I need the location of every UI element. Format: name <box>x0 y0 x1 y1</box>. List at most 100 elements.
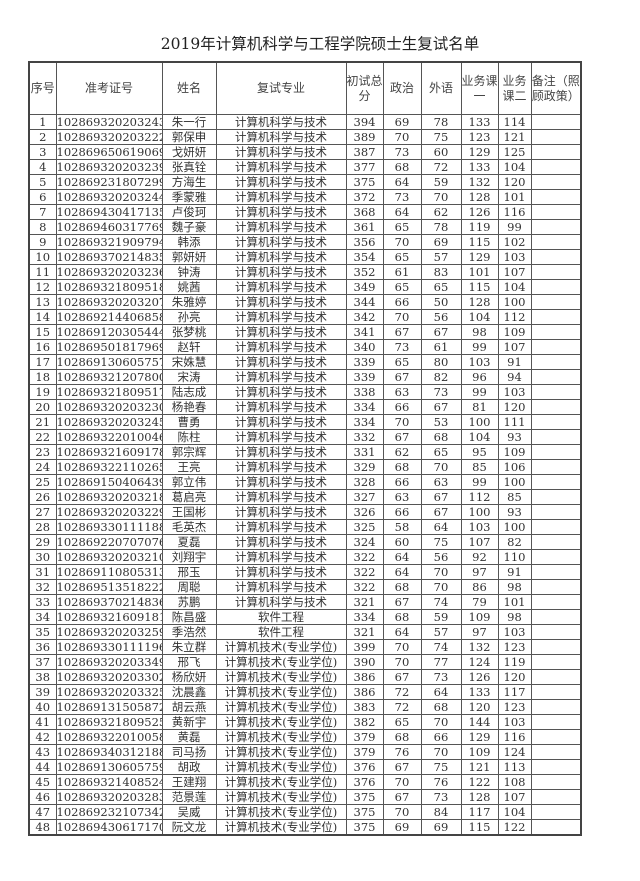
cell-total-score: 325 <box>345 519 384 535</box>
cell-total-score: 342 <box>345 309 384 325</box>
cell-major: 计算机科学与技术 <box>215 144 347 160</box>
cell-course-1: 132 <box>460 174 499 190</box>
cell-politics: 67 <box>382 759 422 775</box>
cell-course-2: 103 <box>497 624 532 640</box>
cell-major: 计算机科学与技术 <box>215 129 347 145</box>
table-row: 43 102869340312188 司马扬 计算机技术(专业学位) 379 76 70 10… <box>28 744 582 760</box>
cell-exam-id: 102869321207800 <box>55 369 163 385</box>
table-row: 31 102869110805313 邢玉 计算机科学与技术 322 64 70 97 91 <box>28 564 582 580</box>
cell-total-score: 375 <box>345 804 384 820</box>
cell-seq: 27 <box>28 504 57 520</box>
cell-seq: 35 <box>28 624 57 640</box>
cell-total-score: 334 <box>345 414 384 430</box>
cell-seq: 23 <box>28 444 57 460</box>
cell-name: 王国彬 <box>161 504 217 520</box>
cell-course-1: 101 <box>460 264 499 280</box>
cell-language: 63 <box>420 474 462 490</box>
cell-seq: 37 <box>28 654 57 670</box>
cell-seq: 16 <box>28 339 57 355</box>
table-row: 35 102869320203259 季浩然 软件工程 321 64 57 97 103 <box>28 624 582 640</box>
cell-course-2: 107 <box>497 339 532 355</box>
cell-name: 杨艳春 <box>161 399 217 415</box>
table-row: 32 102869513518222 周聪 计算机科学与技术 322 68 70 86 98 <box>28 579 582 595</box>
cell-note <box>530 129 582 145</box>
cell-exam-id: 102869321809517 <box>55 384 163 400</box>
document-title: 2019年计算机科学与工程学院硕士生复试名单 <box>160 35 480 53</box>
cell-note <box>530 504 582 520</box>
cell-seq: 4 <box>28 159 57 175</box>
cell-exam-id: 102869320203239 <box>55 159 163 175</box>
cell-language: 68 <box>420 699 462 715</box>
cell-major: 计算机科学与技术 <box>215 174 347 190</box>
cell-note <box>530 729 582 745</box>
cell-course-1: 132 <box>460 639 499 655</box>
cell-course-2: 113 <box>497 759 532 775</box>
cell-exam-id: 102869320203283 <box>55 789 163 805</box>
table-row: 40 102869131505872 胡云燕 计算机技术(专业学位) 383 72 68 12… <box>28 699 582 715</box>
cell-name: 赵轩 <box>161 339 217 355</box>
cell-major: 计算机科学与技术 <box>215 354 347 370</box>
table-row: 2 102869320203222 郭保申 计算机科学与技术 389 70 75 123 121 <box>28 129 582 145</box>
cell-course-1: 133 <box>460 114 499 130</box>
cell-exam-id: 102869320203230 <box>55 399 163 415</box>
header-row: 序号 准考证号 姓名 复试专业 初试总分 政治 外语 业务课一 业务课二 备注（照顾政策） <box>28 61 582 115</box>
cell-seq: 10 <box>28 249 57 265</box>
cell-exam-id: 102869320203229 <box>55 504 163 520</box>
cell-major: 计算机技术(专业学位) <box>215 804 347 820</box>
cell-exam-id: 102869330111196 <box>55 639 163 655</box>
cell-major: 计算机科学与技术 <box>215 594 347 610</box>
cell-note <box>530 564 582 580</box>
cell-politics: 72 <box>382 699 422 715</box>
cell-total-score: 340 <box>345 339 384 355</box>
cell-total-score: 328 <box>345 474 384 490</box>
cell-name: 郭妍妍 <box>161 249 217 265</box>
cell-name: 司马扬 <box>161 744 217 760</box>
cell-name: 朱一行 <box>161 114 217 130</box>
cell-course-2: 107 <box>497 789 532 805</box>
cell-major: 计算机科学与技术 <box>215 489 347 505</box>
table-row: 24 102869322110265 王亮 计算机科学与技术 329 68 70 85 106 <box>28 459 582 475</box>
cell-note <box>530 549 582 565</box>
cell-total-score: 352 <box>345 264 384 280</box>
table-row: 47 102869232107342 吴威 计算机技术(专业学位) 375 70 84 117… <box>28 804 582 820</box>
cell-total-score: 332 <box>345 429 384 445</box>
cell-name: 朱立群 <box>161 639 217 655</box>
cell-course-1: 98 <box>460 324 499 340</box>
cell-total-score: 339 <box>345 354 384 370</box>
cell-course-1: 115 <box>460 819 499 836</box>
cell-course-1: 79 <box>460 594 499 610</box>
cell-language: 75 <box>420 759 462 775</box>
cell-name: 宋姝慧 <box>161 354 217 370</box>
cell-course-1: 103 <box>460 354 499 370</box>
cell-course-2: 93 <box>497 504 532 520</box>
cell-course-2: 99 <box>497 219 532 235</box>
cell-note <box>530 579 582 595</box>
cell-seq: 48 <box>28 819 57 836</box>
cell-note <box>530 789 582 805</box>
cell-course-1: 112 <box>460 489 499 505</box>
cell-exam-id: 102869460317769 <box>55 219 163 235</box>
cell-politics: 63 <box>382 489 422 505</box>
header-politics: 政治 <box>382 61 422 115</box>
cell-exam-id: 102869320203349 <box>55 654 163 670</box>
cell-course-2: 114 <box>497 114 532 130</box>
cell-politics: 69 <box>382 819 422 836</box>
cell-major: 计算机科学与技术 <box>215 189 347 205</box>
cell-language: 66 <box>420 729 462 745</box>
cell-note <box>530 444 582 460</box>
cell-exam-id: 102869322110265 <box>55 459 163 475</box>
cell-politics: 70 <box>382 309 422 325</box>
cell-major: 计算机科学与技术 <box>215 459 347 475</box>
cell-course-2: 117 <box>497 684 532 700</box>
cell-course-2: 103 <box>497 249 532 265</box>
cell-exam-id: 102869320203210 <box>55 549 163 565</box>
cell-language: 50 <box>420 294 462 310</box>
header-major: 复试专业 <box>215 61 347 115</box>
cell-name: 胡政 <box>161 759 217 775</box>
cell-major: 计算机科学与技术 <box>215 579 347 595</box>
cell-seq: 5 <box>28 174 57 190</box>
cell-course-2: 116 <box>497 204 532 220</box>
cell-seq: 21 <box>28 414 57 430</box>
cell-politics: 70 <box>382 654 422 670</box>
cell-exam-id: 102869322010058 <box>55 729 163 745</box>
